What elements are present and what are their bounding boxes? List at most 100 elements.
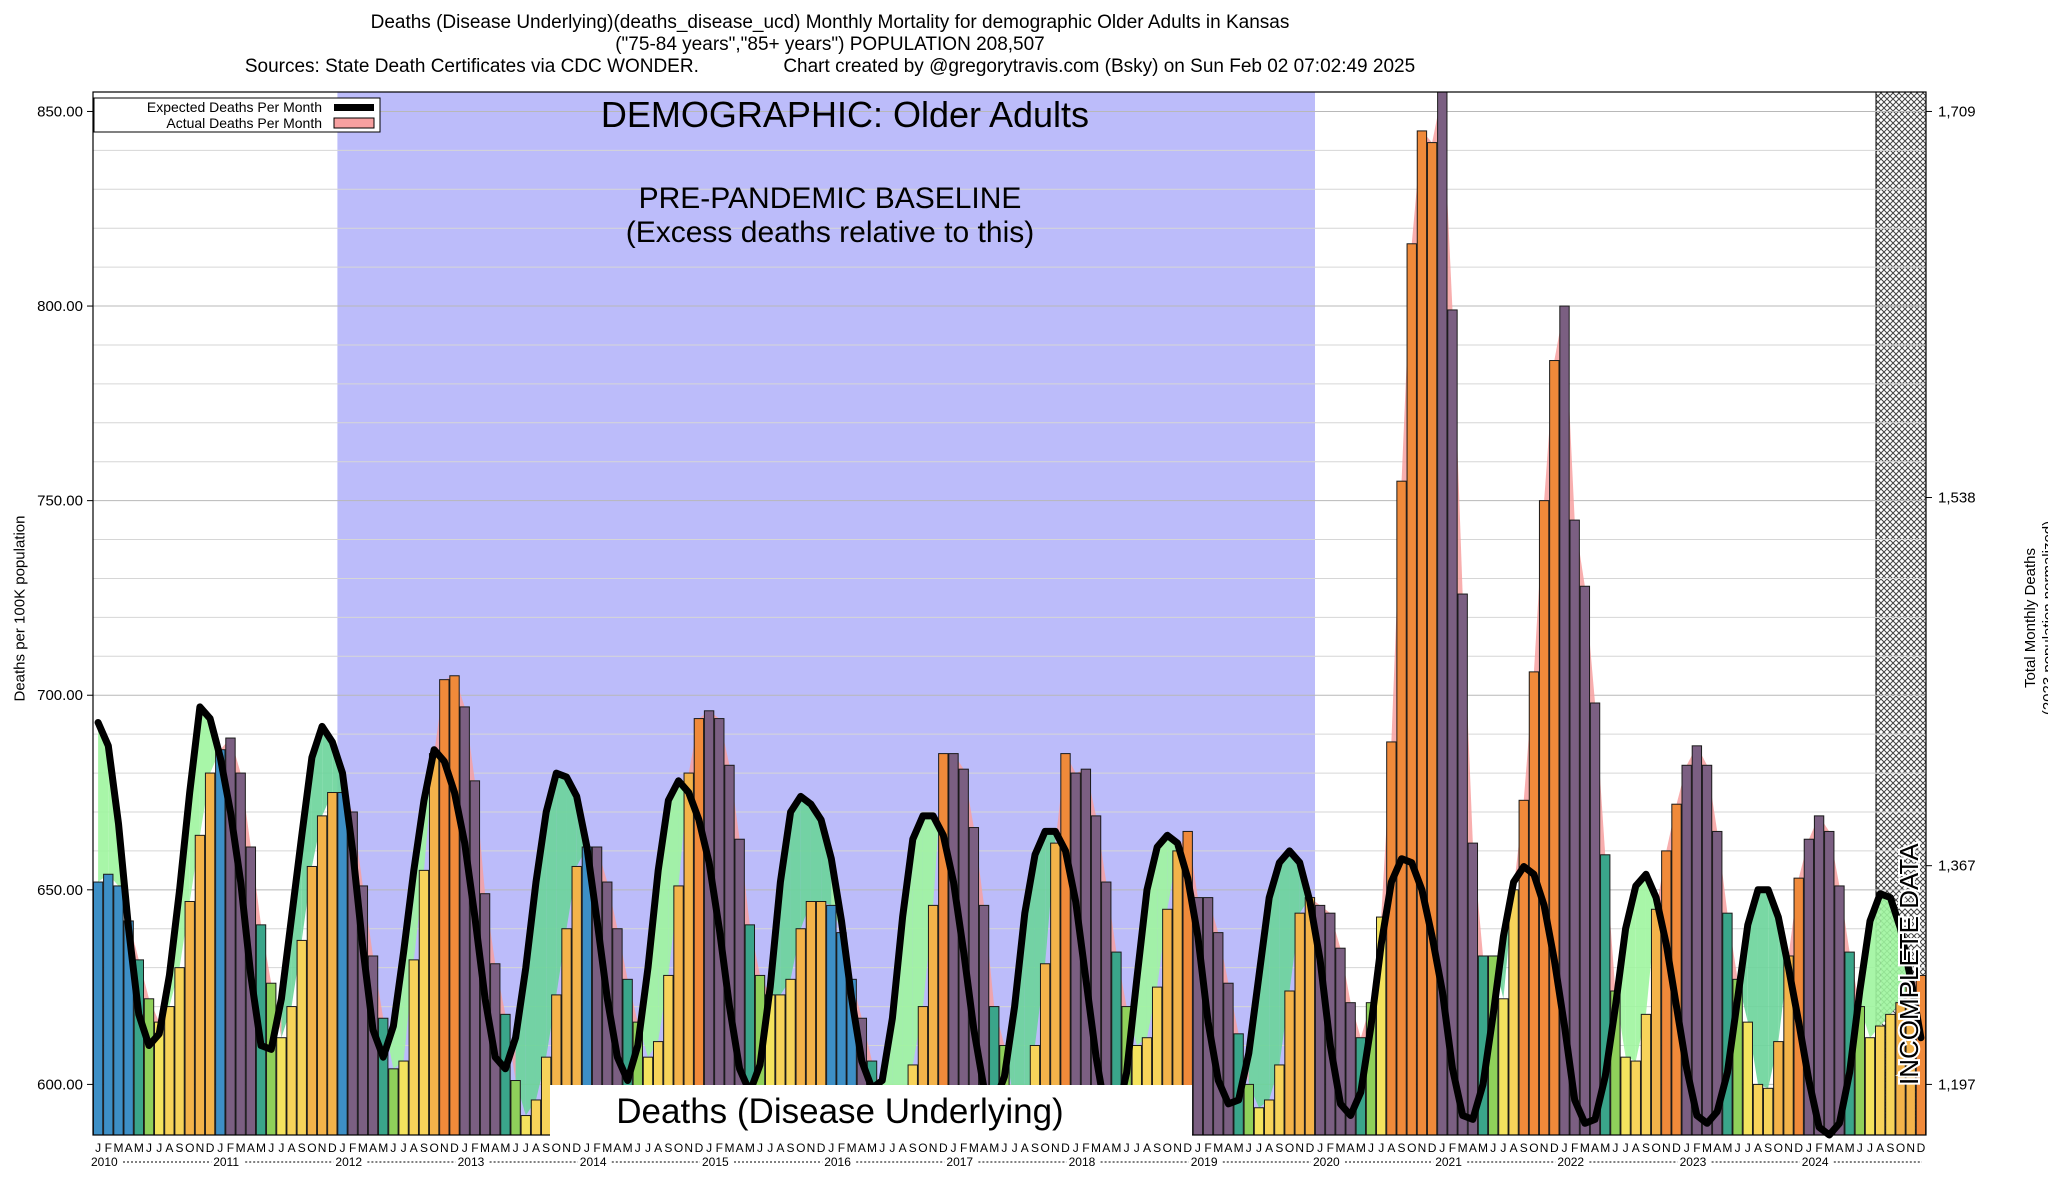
x-month-label: J [1368,1141,1374,1155]
difference-band [912,815,923,1065]
x-month-label: F [1204,1141,1211,1155]
bar-44 [540,1056,552,1136]
y-tick-label: 650.00 [37,882,83,899]
legend-actual-label: Actual Deaths Per Month [166,115,322,131]
x-month-label: M [1702,1141,1712,1155]
x-month-label: O [1529,1141,1538,1155]
x-month-label: S [1153,1141,1161,1155]
bar-96 [1070,772,1081,1136]
bar-21 [306,865,318,1136]
x-month-label: O [1407,1141,1416,1155]
bar-11 [204,772,216,1136]
x-month-label: N [1173,1141,1182,1155]
x-month-label: A [1876,1141,1884,1155]
bar-135 [1467,842,1479,1136]
difference-band [780,811,791,995]
x-month-label: J [1317,1141,1323,1155]
x-month-label: A [1021,1141,1029,1155]
x-month-label: O [1774,1141,1783,1155]
bar-23 [327,792,338,1136]
x-year-label: 2024 [1802,1155,1829,1169]
x-month-label: N [1540,1141,1549,1155]
legend-actual-swatch [333,117,375,129]
x-year-label: 2016 [824,1155,851,1169]
x-year-label: 2012 [335,1155,362,1169]
bar-153 [1650,908,1662,1136]
x-month-label: A [410,1141,418,1155]
x-month-label: N [196,1141,205,1155]
x-year-label: 2021 [1435,1155,1462,1169]
bar-175 [1874,1025,1886,1136]
bar-141 [1528,671,1540,1136]
x-month-label: M [989,1141,999,1155]
bar-22 [316,815,328,1136]
x-month-label: S [542,1141,550,1155]
bar-83 [938,753,949,1136]
x-month-label: J [523,1141,529,1155]
bar-164 [1762,1087,1774,1136]
x-month-label: J [1857,1141,1863,1155]
x-year-label: 2022 [1557,1155,1584,1169]
x-month-label: N [1906,1141,1915,1155]
x-month-label: J [1735,1141,1741,1155]
x-year-label: 2019 [1191,1155,1218,1169]
bar-111 [1223,982,1234,1136]
bar-9 [184,900,195,1136]
bar-41 [510,1080,521,1136]
x-month-label: D [1428,1141,1437,1155]
bar-17 [266,982,277,1136]
difference-band [800,796,811,929]
bar-1 [103,873,114,1136]
bar-32 [418,869,430,1136]
bar-140 [1518,799,1529,1136]
bar-128 [1396,480,1407,1136]
x-month-label: J [635,1141,641,1155]
x-month-label: M [256,1141,266,1155]
x-month-label: J [1073,1141,1079,1155]
x-month-label: A [1265,1141,1273,1155]
x-year-label: 2011 [213,1155,239,1169]
x-month-label: J [889,1141,895,1155]
x-month-label: J [1439,1141,1445,1155]
x-month-label: A [1713,1141,1721,1155]
y-axis-label-right-line2: (2023 population normalized) [2040,520,2048,716]
x-month-label: N [929,1141,938,1155]
x-month-label: F [349,1141,356,1155]
bar-133 [1447,309,1458,1136]
x-month-label: F [593,1141,600,1155]
bar-5 [143,998,155,1136]
x-month-label: M [969,1141,979,1155]
bar-30 [398,1060,409,1136]
x-month-label: A [776,1141,784,1155]
legend-expected-label: Expected Deaths Per Month [147,99,322,115]
x-month-label: D [1917,1141,1926,1155]
x-month-label: A [1591,1141,1599,1155]
expected-line [94,703,1925,1139]
legend-box [93,97,381,133]
bar-28 [378,1017,389,1136]
x-month-label: M [602,1141,612,1155]
x-month-label: M [1234,1141,1244,1155]
x-month-label: A [1102,1141,1110,1155]
x-month-label: O [552,1141,561,1155]
difference-band [810,804,822,902]
x-month-label: D [328,1141,337,1155]
x-month-label: N [1662,1141,1671,1155]
expected-line-layer [94,703,1925,1139]
x-month-label: J [462,1141,468,1155]
x-month-label: J [95,1141,101,1155]
x-month-label: J [1745,1141,1751,1155]
bar-134 [1457,593,1468,1136]
x-month-label: J [1612,1141,1618,1155]
bar-62 [724,764,735,1136]
x-month-label: M [1458,1141,1468,1155]
x-month-label: F [716,1141,723,1155]
x-month-label: S [176,1141,184,1155]
x-month-label: J [828,1141,834,1155]
bar-165 [1773,1041,1784,1136]
y2-tick-label: 1,197 [1938,1076,1976,1093]
x-month-label: A [369,1141,377,1155]
credit-text: Chart created by @gregorytravis.com (Bsk… [783,56,1416,77]
x-month-label: M [1845,1141,1855,1155]
y2-tick-label: 1,367 [1938,858,1976,875]
